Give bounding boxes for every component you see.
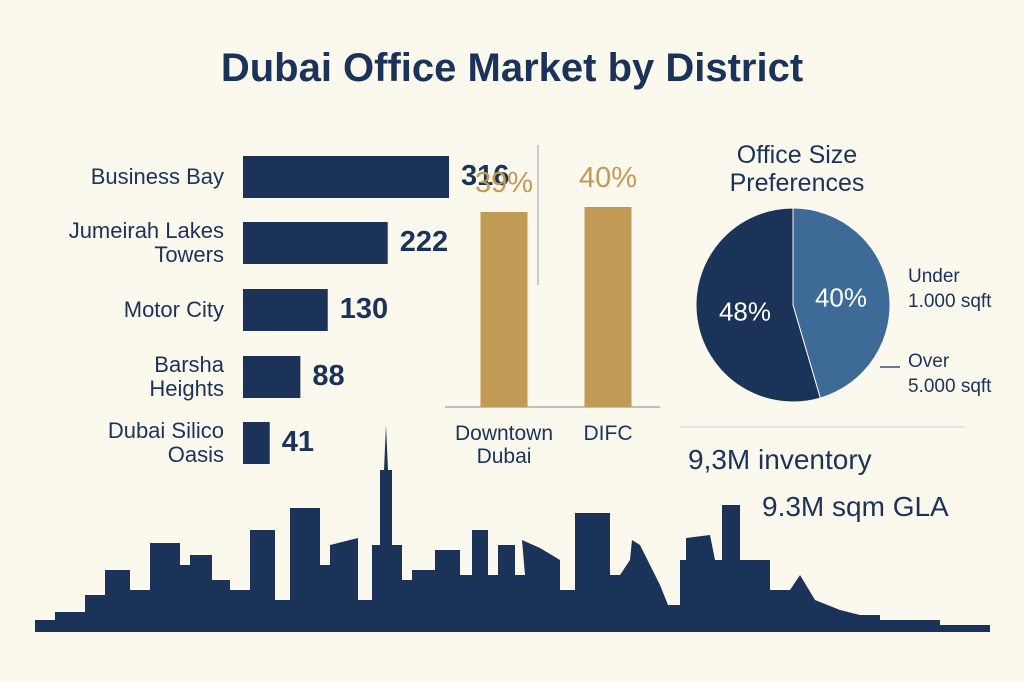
value-label: 41 xyxy=(281,426,314,459)
category-label: Motor City xyxy=(123,296,224,322)
skyline xyxy=(35,425,990,632)
annotation: 9.3M sqm GLA xyxy=(762,491,949,522)
slice-label: 48% xyxy=(718,296,771,327)
pie-slice xyxy=(792,207,891,399)
slice-label: 40% xyxy=(814,282,868,313)
value-label: 130 xyxy=(339,293,389,326)
page-title: Dubai Office Market by District xyxy=(220,46,804,90)
bar xyxy=(243,356,301,398)
bar xyxy=(243,422,270,464)
bar xyxy=(480,212,528,407)
value-label: 88 xyxy=(312,360,345,393)
value-label: 316 xyxy=(461,160,510,193)
pie-slice xyxy=(695,207,821,403)
category-label: Dubai Silico Oasis xyxy=(107,417,224,467)
legend-label: Over 5.000 sqft xyxy=(908,351,992,397)
value-label: 222 xyxy=(399,226,449,259)
annotation: 9,3M inventory xyxy=(688,444,872,475)
chart-title: Office Size Preferences xyxy=(729,141,865,197)
category-label: Jumeirah Lakes Towers xyxy=(68,217,224,267)
category-label: Barsha Heights xyxy=(149,351,224,401)
bar xyxy=(243,156,449,198)
category-label: Business Bay xyxy=(90,163,224,189)
bar xyxy=(243,222,388,264)
legend-label: Under 1.000 sqft xyxy=(908,266,992,312)
category-label: DIFC xyxy=(583,422,633,445)
bar xyxy=(584,207,632,407)
value-label: 40% xyxy=(578,162,638,194)
category-label: Downtown Dubai xyxy=(454,422,554,469)
bar xyxy=(243,289,328,331)
value-label: 39% xyxy=(474,167,534,199)
